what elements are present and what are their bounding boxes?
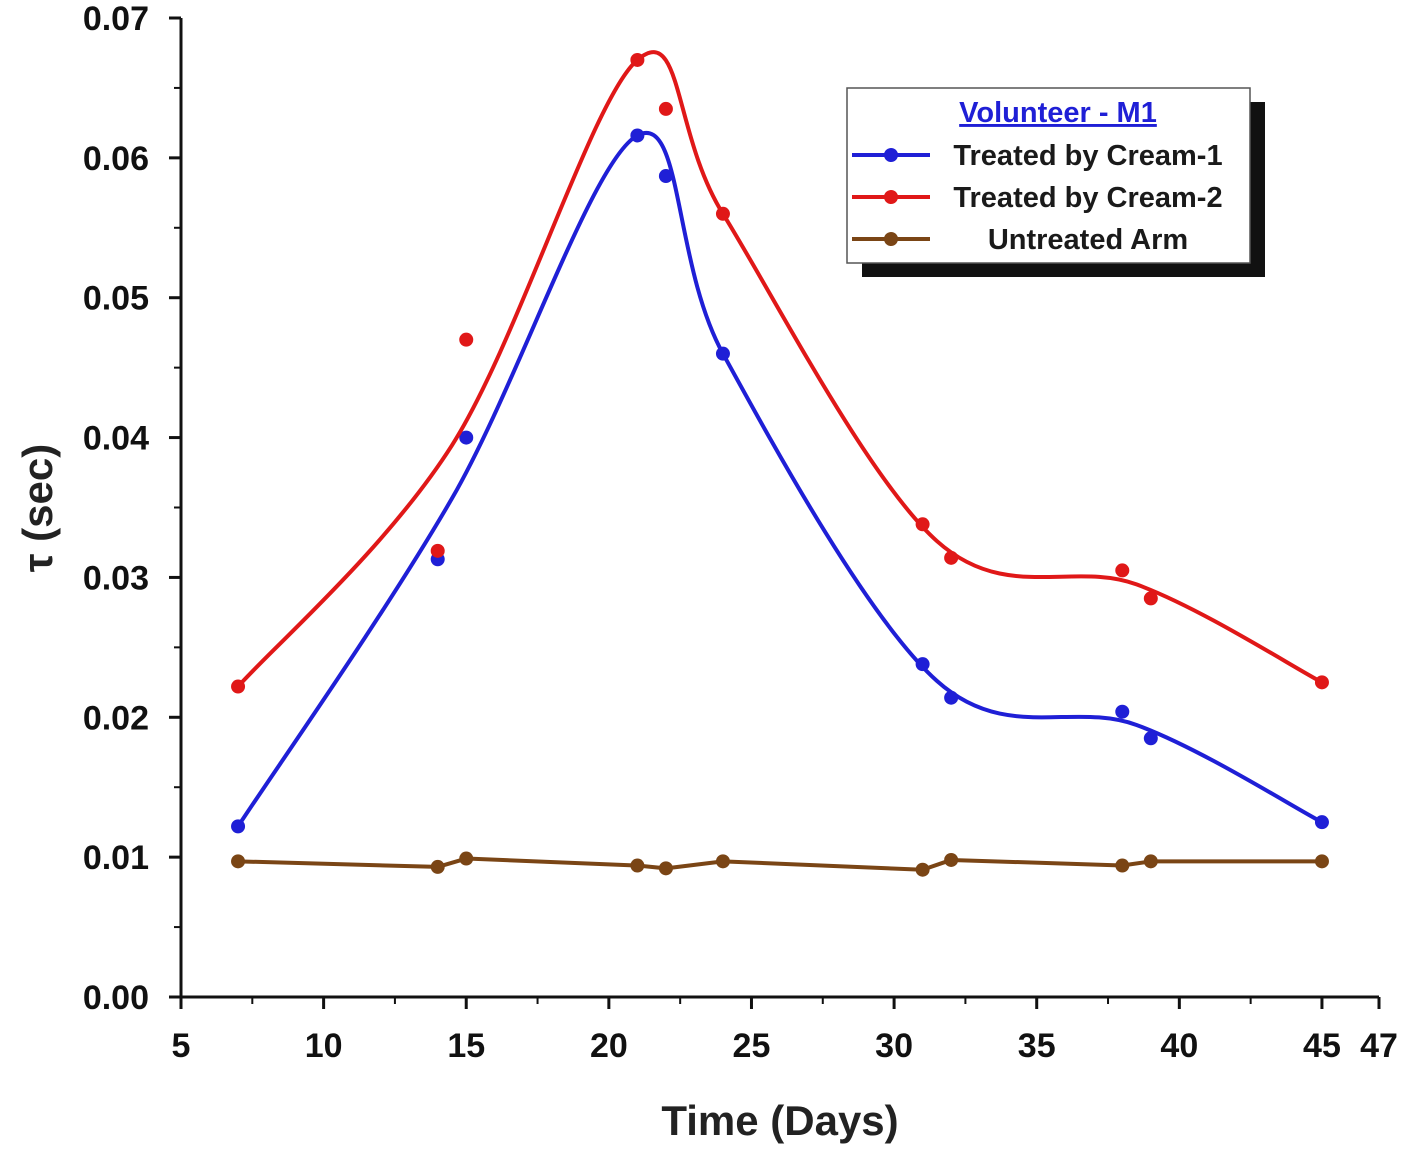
y-tick-label: 0.03: [83, 559, 149, 597]
x-tick-label: 47: [1360, 1027, 1398, 1065]
data-point: [944, 690, 959, 705]
data-point: [459, 851, 474, 866]
y-tick-label: 0.04: [83, 420, 149, 458]
data-point: [658, 861, 673, 876]
data-point: [715, 854, 730, 869]
series-2: [231, 50, 1329, 694]
y-tick-label: 0.01: [83, 839, 149, 877]
data-point: [915, 862, 930, 877]
y-tick-label: 0.02: [83, 699, 149, 737]
legend-title: Volunteer - M1: [959, 97, 1157, 129]
legend-swatch-marker: [884, 232, 898, 246]
data-point: [630, 858, 645, 873]
data-point: [231, 819, 246, 834]
y-axis-ticks: 0.00 0.01 0.02 0.03 0.04 0.05 0.06 0.07: [83, 0, 181, 1017]
x-tick-label: 45: [1303, 1027, 1341, 1065]
legend-swatch-marker: [884, 148, 898, 162]
y-tick-label: 0.06: [83, 140, 149, 178]
x-tick-label: 20: [590, 1027, 628, 1065]
legend: Volunteer - M1 Treated by Cream-1Treated…: [846, 87, 1265, 277]
data-point: [1115, 563, 1130, 578]
x-tick-label: 15: [447, 1027, 485, 1065]
x-axis-title: Time (Days): [661, 1097, 898, 1144]
data-point: [1314, 815, 1329, 830]
legend-label: Treated by Cream-2: [953, 182, 1222, 214]
data-point: [715, 206, 730, 221]
y-tick-label: 0.05: [83, 280, 149, 318]
y-tick-label: 0.00: [83, 979, 149, 1017]
series-layer: [231, 50, 1329, 877]
data-point: [630, 128, 645, 143]
data-point: [430, 859, 445, 874]
y-tick-label: 0.07: [83, 0, 149, 38]
data-point: [944, 550, 959, 565]
data-point: [715, 346, 730, 361]
x-tick-label: 40: [1160, 1027, 1198, 1065]
series-3: [231, 851, 1329, 877]
series-1: [231, 128, 1329, 834]
data-point: [944, 852, 959, 867]
x-tick-label: 10: [305, 1027, 343, 1065]
data-point: [1143, 854, 1158, 869]
x-tick-label: 35: [1018, 1027, 1056, 1065]
data-point: [459, 332, 474, 347]
data-point: [430, 543, 445, 558]
data-point: [231, 679, 246, 694]
legend-swatch-marker: [884, 190, 898, 204]
series-line: [236, 131, 1323, 828]
x-tick-label: 30: [875, 1027, 913, 1065]
x-tick-label: 5: [172, 1027, 191, 1065]
x-tick-label: 25: [733, 1027, 771, 1065]
legend-entries: Treated by Cream-1 Treated by Cream-2 Untr…: [852, 140, 1223, 256]
data-point: [658, 101, 673, 116]
data-point: [1115, 704, 1130, 719]
data-point: [1314, 675, 1329, 690]
data-point: [459, 430, 474, 445]
data-point: [915, 657, 930, 672]
data-point: [1143, 731, 1158, 746]
legend-label: Untreated Arm: [988, 224, 1188, 256]
data-point: [1115, 858, 1130, 873]
data-point: [231, 854, 246, 869]
x-axis-ticks: 5 10 15 20 25 30 35 40 45 47: [172, 997, 1398, 1065]
data-point: [630, 52, 645, 67]
data-point: [658, 169, 673, 184]
y-axis-title: τ (sec): [14, 444, 61, 572]
legend-box: [846, 87, 1251, 264]
series-line: [236, 50, 1323, 688]
data-point: [915, 517, 930, 532]
series-line: [237, 856, 1322, 872]
data-point: [1314, 854, 1329, 869]
legend-label: Treated by Cream-1: [953, 140, 1222, 172]
data-point: [1143, 591, 1158, 606]
